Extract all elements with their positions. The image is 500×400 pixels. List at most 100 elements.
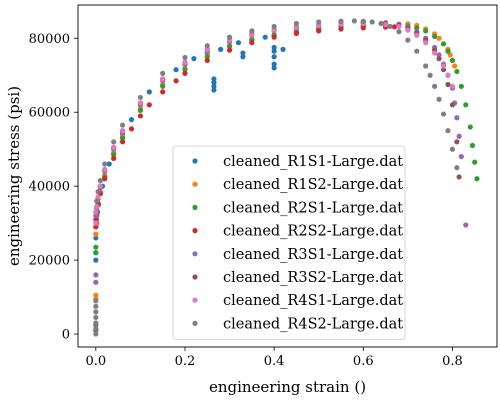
x-tick-label: 0.6 [353, 354, 374, 369]
x-axis-label: engineering strain () [209, 378, 366, 396]
data-point [93, 209, 99, 215]
data-point [440, 41, 447, 47]
data-point [449, 57, 456, 64]
data-point [235, 40, 242, 46]
data-point [449, 102, 456, 108]
data-point [432, 33, 438, 40]
data-point [427, 72, 433, 78]
x-tick-label: 0.8 [442, 354, 463, 369]
data-point [204, 43, 210, 49]
data-point [472, 159, 478, 165]
data-point [414, 48, 420, 54]
y-tick-label: 60000 [29, 106, 70, 121]
data-point [226, 34, 233, 40]
data-point [396, 23, 402, 30]
data-point [93, 314, 99, 321]
data-point [111, 152, 117, 158]
data-point [405, 37, 411, 43]
data-point [414, 32, 420, 38]
data-point [137, 94, 143, 101]
data-point [93, 309, 99, 315]
data-point [463, 102, 469, 108]
data-point [93, 244, 99, 250]
data-point [95, 189, 101, 195]
data-point [111, 144, 117, 150]
data-point [369, 19, 375, 25]
data-point [432, 83, 438, 89]
data-point [93, 220, 99, 226]
data-point [293, 20, 300, 27]
data-point [351, 18, 357, 24]
data-point [378, 20, 384, 27]
data-point [211, 80, 217, 86]
data-point [445, 81, 451, 88]
data-point [271, 27, 277, 33]
data-point [423, 40, 429, 46]
data-point [97, 183, 103, 189]
data-point [93, 298, 99, 304]
data-point [97, 178, 103, 184]
data-point [240, 50, 246, 56]
data-point [173, 78, 179, 84]
data-point [240, 54, 246, 60]
legend-marker [192, 251, 198, 257]
data-point [93, 279, 99, 285]
data-point [360, 18, 366, 24]
data-point [249, 31, 255, 38]
legend-marker [192, 274, 198, 280]
data-points [93, 18, 480, 337]
data-point [436, 52, 442, 58]
data-point [456, 174, 462, 180]
y-tick-label: 0 [62, 328, 70, 343]
data-point [119, 139, 126, 145]
legend-box [172, 145, 406, 341]
legend-entry: cleaned_R1S1-Large.dat [223, 154, 403, 170]
data-point [454, 165, 460, 171]
data-point [436, 56, 442, 62]
data-point [93, 213, 99, 219]
y-tick-label: 80000 [29, 32, 70, 47]
data-point [271, 54, 277, 60]
data-point [262, 34, 268, 40]
legend-entry: cleaned_R1S2-Large.dat [223, 177, 403, 193]
data-point [391, 24, 398, 30]
data-point [271, 44, 277, 51]
data-point [93, 231, 99, 237]
data-point [387, 23, 393, 30]
data-point [173, 67, 179, 73]
x-tick-label: 0.4 [264, 354, 285, 369]
data-point [467, 124, 473, 130]
data-point [271, 23, 277, 30]
x-tick-label: 0.0 [85, 354, 106, 369]
data-point [93, 320, 99, 326]
data-point [111, 155, 117, 162]
data-point [137, 107, 143, 113]
data-point [440, 111, 447, 117]
data-point [271, 48, 277, 54]
data-point [111, 139, 117, 145]
legend: cleaned_R1S1-Large.dat cleaned_R1S2-Large… [172, 145, 406, 341]
data-point [102, 176, 108, 182]
legend-marker [192, 228, 198, 234]
x-tick-label: 0.2 [175, 354, 196, 369]
data-point [182, 70, 188, 76]
data-point [191, 56, 197, 62]
data-point [146, 102, 152, 108]
data-point [445, 48, 451, 54]
data-point [146, 89, 152, 95]
data-point [414, 25, 420, 31]
data-point [360, 25, 366, 31]
data-point [137, 100, 143, 106]
legend-marker [192, 297, 198, 303]
data-point [469, 142, 476, 149]
data-point [338, 26, 344, 32]
series-8 [93, 18, 460, 337]
data-point [463, 222, 469, 228]
data-point [271, 61, 277, 67]
data-point [382, 22, 389, 28]
data-point [436, 35, 442, 41]
data-point [93, 224, 99, 230]
data-point [432, 50, 438, 56]
data-point [436, 96, 442, 102]
